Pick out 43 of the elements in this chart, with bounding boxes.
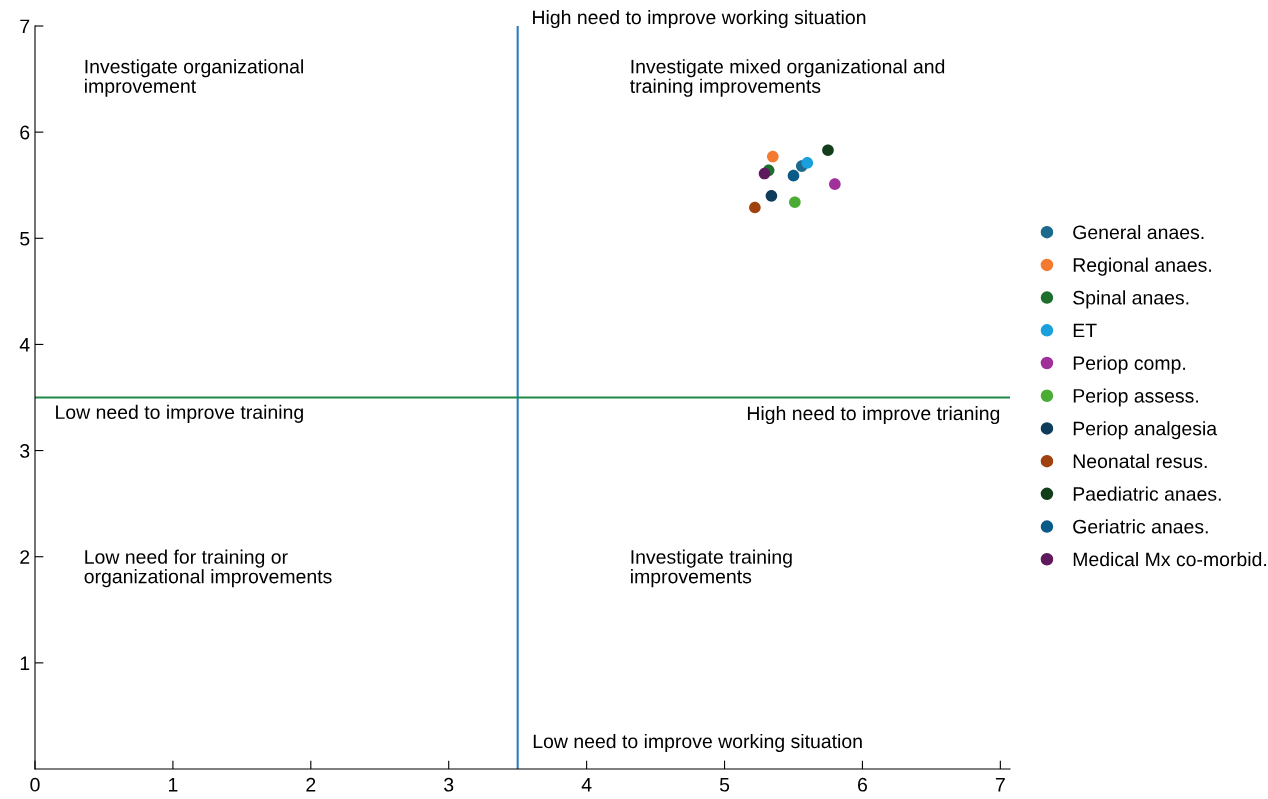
point — [749, 201, 761, 214]
legend-label: Medical Mx co-morbid. — [1073, 551, 1267, 567]
x-tick-label: 0 — [30, 777, 40, 792]
legend-label: Periop comp. — [1073, 355, 1186, 374]
annotation: Investigate training improvements — [631, 549, 792, 588]
x-tick-label: 5 — [719, 778, 730, 792]
legend-label: Regional anaes. — [1073, 257, 1211, 276]
legend-label: General anaes. — [1073, 224, 1204, 240]
annotation: Low need for training or organizational improvements — [84, 549, 332, 588]
point — [789, 196, 801, 209]
x-tick-label: 6 — [858, 777, 867, 792]
legend-label: Periop assess. — [1073, 388, 1198, 407]
ref-line-label: High need to improve working situation — [533, 10, 866, 29]
point — [822, 144, 834, 156]
x-tick-label: 7 — [995, 778, 1005, 792]
annotation: Investigate mixed organizational and training improvements — [630, 59, 945, 97]
legend-label: Paediatric anaes. — [1073, 486, 1221, 501]
legend-label: Periop analgesia — [1073, 421, 1218, 440]
x-tick-label: 4 — [581, 778, 592, 792]
y-tick-label: 6 — [20, 125, 30, 140]
legend-label: Geriatric anaes. — [1073, 519, 1208, 534]
y-tick-label: 2 — [20, 550, 30, 564]
y-tick-label: 3 — [20, 444, 30, 458]
legend-label: Neonatal resus. — [1073, 453, 1207, 469]
y-tick-label: 4 — [19, 338, 30, 352]
point — [765, 190, 778, 202]
legend-label: Spinal anaes. — [1073, 290, 1189, 309]
y-tick-label: 5 — [20, 231, 30, 246]
point — [766, 150, 779, 163]
point — [801, 157, 814, 169]
annotation: Low need to improve training — [56, 404, 303, 423]
x-tick-label: 1 — [168, 778, 178, 792]
annotation: Investigate organizational improvement — [85, 59, 303, 97]
point — [787, 169, 800, 182]
x-tick-label: 3 — [444, 777, 454, 792]
legend-label: ET — [1073, 323, 1097, 338]
y-tick-label: 7 — [20, 19, 30, 34]
point — [829, 178, 841, 190]
annotation: Low need to improve working situation — [533, 733, 862, 753]
point — [758, 167, 771, 180]
y-tick-label: 1 — [20, 656, 30, 670]
x-tick-label: 2 — [306, 777, 316, 792]
ref-line-label: High need to improve trianing — [747, 405, 1000, 425]
